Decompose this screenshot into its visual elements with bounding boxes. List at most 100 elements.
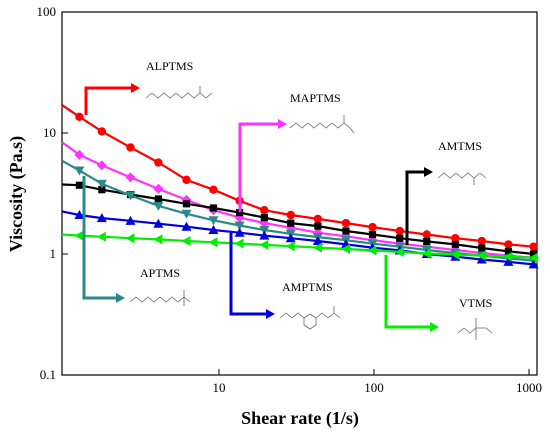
data-point-vtms xyxy=(285,241,295,252)
maptms-structure-branch xyxy=(343,115,355,134)
plot-frame xyxy=(61,11,538,376)
data-point-amptms xyxy=(153,218,164,228)
data-point-amtms xyxy=(98,186,106,194)
data-point-amptms xyxy=(181,221,192,231)
data-point-amtms xyxy=(478,244,486,252)
aptms-arrowhead xyxy=(116,293,125,303)
x-tick-label-1000: 1000 xyxy=(516,380,542,395)
vtms-structure-chain xyxy=(457,327,477,334)
amtms-structure-chain xyxy=(437,172,475,179)
data-point-amtms xyxy=(423,237,431,246)
data-point-amtms xyxy=(451,240,459,249)
data-point-amtms xyxy=(314,222,322,230)
annotations: ALPTMS MAPTMS AMTMS APTMS xyxy=(82,59,493,340)
data-point-amtms xyxy=(182,200,191,208)
data-point-aptms xyxy=(74,166,85,176)
data-point-alptms xyxy=(451,234,460,243)
data-point-vtms xyxy=(153,234,163,245)
y-tick-label-1: 1 xyxy=(50,246,57,261)
data-point-amptms xyxy=(125,215,136,225)
data-point-vtms xyxy=(394,246,404,257)
alptms-callout-arrow xyxy=(84,86,135,115)
series-layer xyxy=(61,104,539,269)
data-point-vtms xyxy=(125,233,135,244)
alptms-structure-branch xyxy=(199,86,213,99)
amptms-structure-ring xyxy=(303,313,317,330)
alptms-structure-chain xyxy=(145,92,201,99)
amtms-callout-arrow xyxy=(405,170,428,245)
amptms-callout-arrow xyxy=(229,232,270,316)
data-point-amtms xyxy=(260,213,268,222)
vtms-arrowhead xyxy=(430,322,439,332)
amptms-label: AMPTMS xyxy=(282,280,333,294)
data-point-vtms xyxy=(421,248,431,259)
data-point-alptms xyxy=(97,127,107,136)
data-point-amtms xyxy=(236,208,244,217)
vtms-structure xyxy=(457,318,493,340)
data-point-alptms xyxy=(395,226,404,236)
data-point-amtms xyxy=(287,219,295,227)
data-point-alptms xyxy=(209,185,218,194)
data-point-alptms xyxy=(529,242,538,251)
data-point-amptms xyxy=(312,236,323,246)
data-point-aptms xyxy=(208,216,219,226)
data-point-aptms xyxy=(234,221,245,231)
y-tick-label-100: 100 xyxy=(37,4,57,19)
maptms-label: MAPTMS xyxy=(290,91,341,105)
maptms-arrowhead xyxy=(278,119,287,129)
data-point-vtms xyxy=(208,237,218,248)
y-axis: 0.1 1 10 100 xyxy=(37,4,68,382)
y-axis-title: Viscosity (Pa.s) xyxy=(6,136,27,252)
alptms-label: ALPTMS xyxy=(146,59,193,73)
data-point-amtms xyxy=(504,247,512,256)
alptms-arrowhead xyxy=(131,83,140,93)
series-maptms xyxy=(61,141,539,263)
aptms-structure xyxy=(129,290,191,306)
aptms-label: APTMS xyxy=(140,266,180,280)
data-point-amtms xyxy=(209,204,218,212)
data-point-amptms xyxy=(74,210,85,220)
data-point-alptms xyxy=(422,230,431,239)
data-point-alptms xyxy=(504,240,513,249)
data-point-vtms xyxy=(181,236,191,247)
data-point-vtms xyxy=(367,245,377,256)
data-point-alptms xyxy=(341,218,351,228)
data-point-aptms xyxy=(96,179,107,189)
data-point-amptms xyxy=(476,254,487,264)
data-point-alptms xyxy=(75,112,84,122)
series-vtms xyxy=(61,230,538,263)
data-point-alptms xyxy=(126,143,135,152)
vtms-structure-branch xyxy=(475,318,493,340)
x-axis: 10 100 1000 xyxy=(213,369,542,395)
data-point-alptms xyxy=(286,210,295,220)
x-tick-label-10: 10 xyxy=(213,380,226,395)
data-point-maptms xyxy=(153,183,164,194)
data-point-aptms xyxy=(125,191,136,201)
aptms-callout-arrow xyxy=(82,176,120,300)
data-point-alptms xyxy=(260,206,269,215)
data-point-vtms xyxy=(476,250,486,261)
data-point-maptms xyxy=(125,172,136,183)
amtms-label: AMTMS xyxy=(438,139,482,153)
y-tick-label-10: 10 xyxy=(43,125,56,140)
data-point-maptms xyxy=(74,149,85,160)
data-point-vtms xyxy=(96,231,106,242)
maptms-structure-chain xyxy=(289,122,345,129)
amptms-structure xyxy=(279,306,341,330)
data-point-vtms xyxy=(450,249,460,260)
data-point-alptms xyxy=(477,236,486,246)
amptms-structure-chain xyxy=(279,312,305,319)
data-point-alptms xyxy=(154,158,163,167)
data-point-amptms xyxy=(96,213,107,223)
data-point-vtms xyxy=(234,238,244,249)
maptms-callout-arrow xyxy=(238,122,282,212)
data-point-alptms xyxy=(313,214,323,224)
amtms-structure-branch xyxy=(473,172,487,185)
y-tick-label-0.1: 0.1 xyxy=(40,367,56,382)
data-point-amtms xyxy=(396,234,404,242)
data-point-amtms xyxy=(342,227,350,235)
data-point-vtms xyxy=(503,251,513,262)
data-point-amptms xyxy=(208,224,219,234)
amptms-arrowhead xyxy=(266,309,275,319)
data-point-amtms xyxy=(154,195,162,203)
